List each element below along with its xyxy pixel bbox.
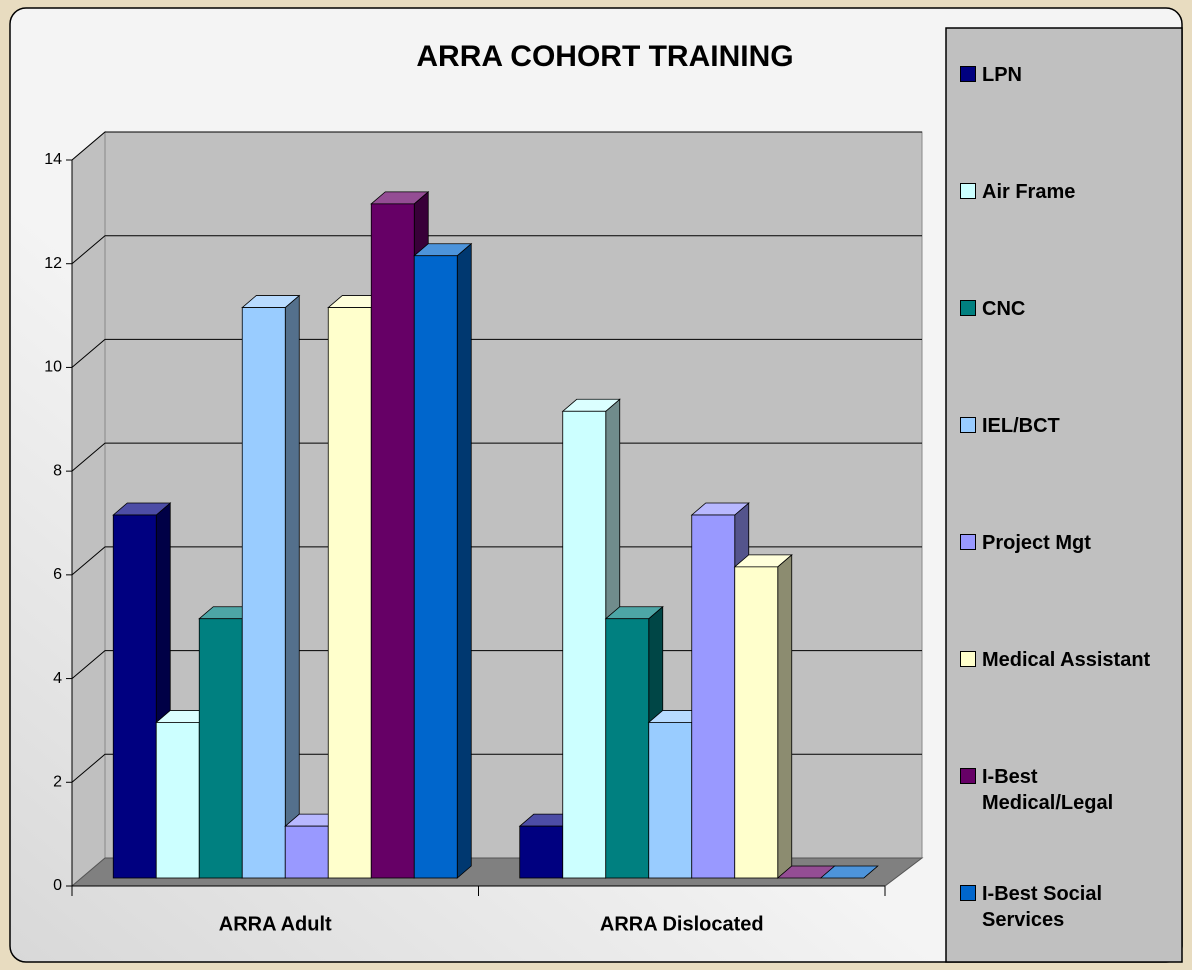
y-tick-label: 6 bbox=[53, 566, 62, 583]
legend-box bbox=[945, 27, 1183, 963]
bar-front bbox=[198, 618, 243, 879]
bar-front bbox=[519, 825, 564, 879]
grid-line bbox=[71, 546, 922, 576]
bar-front bbox=[370, 203, 415, 879]
legend-swatch bbox=[960, 417, 976, 433]
legend-swatch bbox=[960, 651, 976, 667]
y-tick-label: 14 bbox=[44, 151, 62, 168]
legend-item: I-Best Medical/Legal bbox=[960, 764, 1170, 816]
x-tick-label: ARRA Adult bbox=[219, 913, 332, 935]
legend-swatch bbox=[960, 885, 976, 901]
y-tick-label: 8 bbox=[53, 462, 62, 479]
legend-label: Project Mgt bbox=[982, 532, 1091, 554]
bar-front bbox=[562, 410, 607, 879]
bar bbox=[241, 294, 301, 879]
bar-front bbox=[413, 255, 458, 879]
bar-top bbox=[819, 865, 879, 879]
legend-label: CNC bbox=[982, 298, 1026, 320]
bar-side bbox=[777, 553, 793, 879]
legend-label: Medical Assistant bbox=[982, 649, 1151, 671]
bar-side bbox=[456, 242, 472, 879]
bar-front bbox=[112, 514, 157, 879]
y-tick-label: 10 bbox=[44, 359, 62, 376]
grid-line bbox=[71, 131, 922, 161]
x-tick-label: ARRA Dislocated bbox=[600, 913, 764, 935]
legend-item: IEL/BCT bbox=[960, 413, 1170, 439]
legend-label: LPN bbox=[982, 64, 1022, 86]
bar-front bbox=[241, 307, 286, 879]
legend-item: LPN bbox=[960, 62, 1170, 88]
legend-item: Medical Assistant bbox=[960, 647, 1170, 673]
legend-item: CNC bbox=[960, 296, 1170, 322]
y-tick-label: 2 bbox=[53, 774, 62, 791]
bar-front bbox=[691, 514, 736, 879]
legend-label: IEL/BCT bbox=[982, 415, 1060, 437]
legend-item: I-Best Social Services bbox=[960, 881, 1170, 933]
grid-line bbox=[71, 338, 922, 368]
legend-label: I-Best Medical/Legal bbox=[982, 766, 1114, 814]
legend-swatch bbox=[960, 768, 976, 784]
legend-label: Air Frame bbox=[982, 181, 1076, 203]
bar-side bbox=[284, 294, 300, 879]
legend-label: I-Best Social Services bbox=[982, 883, 1103, 931]
y-tick-label: 4 bbox=[53, 670, 62, 687]
legend-item: Air Frame bbox=[960, 179, 1170, 205]
left-wall bbox=[71, 130, 106, 888]
grid-line bbox=[71, 442, 922, 472]
y-tick-label: 12 bbox=[44, 255, 62, 272]
bar bbox=[819, 865, 879, 879]
legend-swatch bbox=[960, 300, 976, 316]
chart-title: ARRA COHORT TRAINING bbox=[416, 40, 793, 73]
legend: LPN Air Frame CNC IEL/BCT Project Mgt Medical… bbox=[946, 28, 1182, 962]
grid-line bbox=[71, 235, 922, 265]
legend-swatch bbox=[960, 534, 976, 550]
bar bbox=[413, 242, 473, 879]
y-tick-label: 0 bbox=[53, 877, 62, 894]
bar-front bbox=[284, 825, 329, 879]
bar-front bbox=[605, 618, 650, 879]
bar bbox=[733, 553, 793, 879]
legend-item: Project Mgt bbox=[960, 530, 1170, 556]
legend-swatch bbox=[960, 183, 976, 199]
legend-swatch bbox=[960, 66, 976, 82]
bar-front bbox=[648, 722, 693, 879]
bar-front bbox=[155, 722, 200, 879]
bar-front bbox=[734, 566, 779, 879]
bar-front bbox=[327, 307, 372, 879]
